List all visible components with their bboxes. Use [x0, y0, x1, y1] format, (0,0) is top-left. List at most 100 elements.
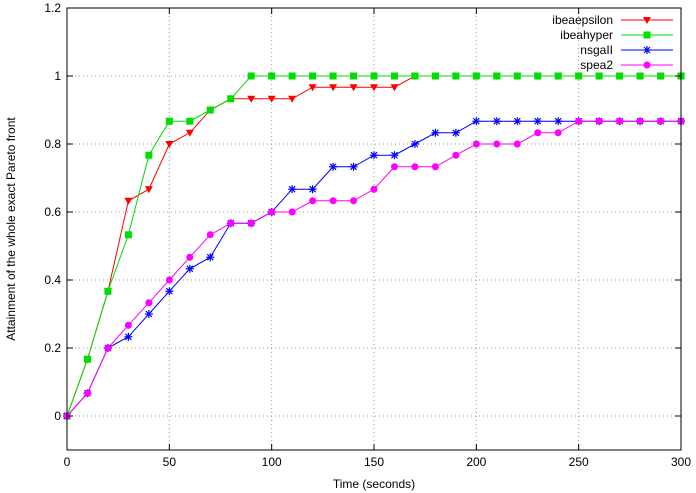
- point-nsgaii: [349, 162, 358, 171]
- point-ibeahyper: [472, 72, 480, 80]
- x-tick-label: 100: [262, 455, 282, 469]
- point-nsgaii: [329, 162, 338, 171]
- legend-label-spea2: spea2: [580, 58, 613, 72]
- point-ibeaepsilon: [144, 186, 153, 194]
- point-spea2: [370, 185, 378, 193]
- point-ibeahyper: [104, 287, 112, 295]
- point-ibeahyper: [534, 72, 542, 80]
- y-tick-label: 0.4: [44, 273, 61, 287]
- point-ibeaepsilon: [308, 84, 317, 92]
- point-nsgaii: [370, 151, 378, 160]
- point-ibeahyper: [83, 355, 91, 363]
- point-spea2: [165, 276, 173, 284]
- point-ibeahyper: [411, 72, 419, 80]
- point-spea2: [288, 208, 296, 216]
- point-ibeahyper: [186, 117, 194, 125]
- point-ibeahyper: [288, 72, 296, 80]
- x-tick-label: 250: [569, 455, 589, 469]
- point-ibeahyper: [145, 151, 153, 159]
- point-spea2: [554, 129, 562, 137]
- y-tick-label: 0.8: [44, 137, 61, 151]
- point-ibeahyper: [165, 117, 173, 125]
- point-nsgaii: [492, 117, 501, 126]
- point-spea2: [534, 129, 542, 137]
- point-nsgaii: [144, 310, 153, 318]
- point-spea2: [186, 253, 194, 261]
- point-nsgaii: [390, 151, 399, 160]
- point-ibeahyper: [124, 231, 132, 239]
- point-ibeahyper: [636, 72, 644, 80]
- y-tick-label: 1: [54, 69, 61, 83]
- point-ibeaepsilon: [370, 84, 378, 92]
- point-spea2: [513, 140, 521, 148]
- point-spea2: [83, 389, 91, 397]
- point-spea2: [616, 117, 624, 125]
- point-ibeahyper: [554, 72, 562, 80]
- point-nsgaii: [288, 185, 297, 194]
- point-ibeaepsilon: [165, 141, 174, 148]
- legend-label-nsgaii: nsgaII: [580, 43, 613, 57]
- point-ibeahyper: [227, 95, 235, 103]
- point-nsgaii: [554, 117, 563, 126]
- legend-marker-spea2: [643, 61, 651, 69]
- point-nsgaii: [451, 128, 460, 137]
- point-spea2: [472, 140, 480, 148]
- point-ibeahyper: [657, 72, 665, 80]
- point-nsgaii: [206, 253, 215, 262]
- point-ibeahyper: [595, 72, 603, 80]
- y-tick-label: 1.2: [44, 1, 61, 15]
- point-nsgaii: [308, 185, 317, 194]
- point-nsgaii: [431, 128, 440, 137]
- point-ibeahyper: [493, 72, 501, 80]
- y-tick-label: 0.6: [44, 205, 61, 219]
- point-spea2: [595, 117, 603, 125]
- grid: [67, 8, 681, 450]
- point-ibeahyper: [452, 72, 460, 80]
- point-ibeaepsilon: [124, 197, 133, 205]
- x-tick-label: 300: [671, 455, 691, 469]
- point-ibeahyper: [206, 106, 214, 114]
- point-spea2: [575, 117, 583, 125]
- point-ibeaepsilon: [288, 95, 297, 103]
- axis-ticks: 0 50 100 150 200 250 300 0 0.2 0.4 0.6 0.8 1 1.2: [44, 1, 691, 469]
- series-markers: [63, 72, 685, 420]
- point-spea2: [390, 163, 398, 171]
- point-nsgaii: [472, 117, 481, 126]
- point-spea2: [452, 151, 460, 159]
- point-spea2: [227, 219, 235, 227]
- point-nsgaii: [410, 140, 419, 148]
- point-ibeahyper: [370, 72, 378, 80]
- point-ibeahyper: [268, 72, 276, 80]
- point-ibeaepsilon: [247, 95, 256, 103]
- y-axis-label: Attainment of the whole exact Pareto fro…: [4, 117, 18, 341]
- point-nsgaii: [513, 117, 522, 126]
- point-ibeahyper: [309, 72, 317, 80]
- point-ibeahyper: [616, 72, 624, 80]
- point-ibeaepsilon: [267, 95, 276, 103]
- point-spea2: [247, 219, 255, 227]
- point-spea2: [104, 344, 112, 352]
- point-spea2: [268, 208, 276, 216]
- legend-marker-ibeaepsilon: [643, 17, 651, 24]
- point-spea2: [493, 140, 501, 148]
- y-tick-label: 0: [54, 409, 61, 423]
- point-spea2: [431, 163, 439, 171]
- point-ibeaepsilon: [329, 84, 338, 92]
- point-spea2: [411, 163, 419, 171]
- point-spea2: [657, 117, 665, 125]
- point-nsgaii: [124, 332, 133, 341]
- x-tick-label: 0: [64, 455, 71, 469]
- point-ibeaepsilon: [349, 84, 358, 92]
- x-tick-label: 200: [466, 455, 486, 469]
- point-ibeahyper: [247, 72, 255, 80]
- point-ibeahyper: [390, 72, 398, 80]
- point-ibeaepsilon: [185, 129, 194, 137]
- point-spea2: [636, 117, 644, 125]
- point-nsgaii: [533, 117, 542, 126]
- x-axis-label: Time (seconds): [333, 477, 415, 491]
- point-ibeahyper: [350, 72, 358, 80]
- point-spea2: [145, 299, 153, 307]
